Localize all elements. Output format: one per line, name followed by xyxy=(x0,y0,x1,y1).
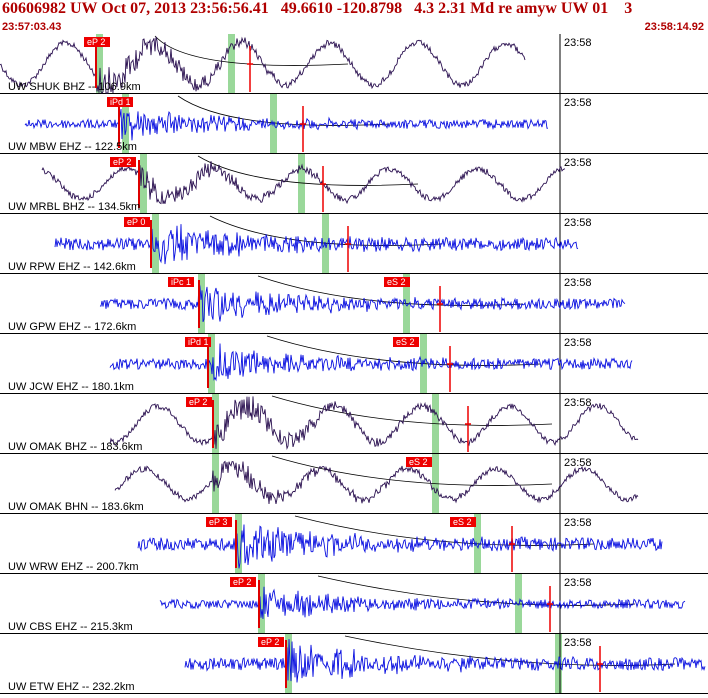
pick-window xyxy=(515,574,522,633)
station-label: UW JCW EHZ -- 180.1km xyxy=(8,381,134,393)
s-pick-label: eS 2 xyxy=(409,457,428,467)
pick-window xyxy=(208,334,215,393)
trace-panel[interactable]: eP 2 23:58 UW OMAK BHZ -- 183.6km xyxy=(0,394,708,454)
waveform-trace xyxy=(109,343,633,382)
travel-time-curve xyxy=(209,215,443,246)
p-pick-label: iPd 1 xyxy=(188,337,209,347)
s-pick-label: eS 2 xyxy=(453,517,472,527)
pick-window xyxy=(235,514,242,573)
station-label: UW GPW EHZ -- 172.6km xyxy=(8,321,136,333)
s-pick-box[interactable] xyxy=(406,457,432,467)
trace-panel[interactable]: eP 3 eS 2 23:58 UW WRW EHZ -- 200.7km xyxy=(0,514,708,574)
minute-label: 23:58 xyxy=(564,637,592,649)
waveform-trace xyxy=(99,281,626,322)
trace-panel[interactable]: iPd 1 eS 2 23:58 UW JCW EHZ -- 180.1km xyxy=(0,334,708,394)
p-pick-label: eP 2 xyxy=(261,637,279,647)
start-time: 23:57:03.43 xyxy=(2,21,62,33)
pick-window xyxy=(258,574,265,633)
p-pick-box[interactable] xyxy=(107,97,133,107)
minute-label: 23:58 xyxy=(564,457,592,469)
waveform-trace xyxy=(24,108,549,141)
p-pick-box[interactable] xyxy=(110,157,136,167)
station-label: UW WRW EHZ -- 200.7km xyxy=(8,561,139,573)
trace-panel[interactable]: eP 0 23:58 UW RPW EHZ -- 142.6km xyxy=(0,214,708,274)
p-pick-box[interactable] xyxy=(185,337,211,347)
minute-label: 23:58 xyxy=(564,337,592,349)
waveform-trace xyxy=(41,161,566,205)
p-pick-label: iPd 1 xyxy=(110,97,131,107)
p-pick-label: eP 2 xyxy=(113,157,131,167)
travel-time-curve xyxy=(271,395,553,426)
trace-panel[interactable]: eP 2 23:58 UW SHUK BHZ -- 106.9km xyxy=(0,34,708,94)
minute-label: 23:58 xyxy=(564,217,592,229)
s-pick-label: eS 2 xyxy=(387,277,406,287)
waveform-trace xyxy=(109,396,639,450)
p-pick-label: eP 2 xyxy=(87,37,105,47)
trace-panel[interactable]: iPd 1 23:58 UW MBW EHZ -- 122.5km xyxy=(0,94,708,154)
station-label: UW SHUK BHZ -- 106.9km xyxy=(8,81,141,93)
travel-time-curve xyxy=(271,455,553,486)
station-label: UW ETW EHZ -- 232.2km xyxy=(8,681,135,693)
waveform-trace xyxy=(137,524,663,569)
trace-panel[interactable]: iPc 1 eS 2 23:58 UW GPW EHZ -- 172.6km xyxy=(0,274,708,334)
trace-panel[interactable]: eP 2 23:58 UW ETW EHZ -- 232.2km xyxy=(0,634,708,694)
header-bar: 60606982 UW Oct 07, 2013 23:56:56.41 49.… xyxy=(0,0,708,34)
pick-window xyxy=(298,154,305,213)
waveform-trace xyxy=(159,586,686,619)
p-pick-box[interactable] xyxy=(230,577,256,587)
pick-window xyxy=(212,394,219,453)
trace-panel[interactable]: eP 2 23:58 UW MRBL BHZ -- 134.5km xyxy=(0,154,708,214)
waveform-trace xyxy=(0,36,526,94)
p-pick-box[interactable] xyxy=(124,217,150,227)
minute-label: 23:58 xyxy=(564,157,592,169)
s-pick-box[interactable] xyxy=(393,337,419,347)
minute-label: 23:58 xyxy=(564,277,592,289)
s-pick-box[interactable] xyxy=(384,277,410,287)
p-pick-label: eP 3 xyxy=(209,517,227,527)
station-label: UW MRBL BHZ -- 134.5km xyxy=(8,201,140,213)
s-pick-label: eS 2 xyxy=(396,337,415,347)
p-pick-box[interactable] xyxy=(258,637,284,647)
p-pick-label: eP 2 xyxy=(189,397,207,407)
travel-time-curve xyxy=(154,35,349,66)
waveform-trace xyxy=(184,639,706,683)
station-label: UW CBS EHZ -- 215.3km xyxy=(8,621,133,633)
pick-window xyxy=(96,34,103,93)
pick-window xyxy=(198,274,205,333)
p-pick-label: eP 0 xyxy=(127,217,145,227)
trace-panel[interactable]: eS 2 23:58 UW OMAK BHN -- 183.6km xyxy=(0,454,708,514)
pick-window xyxy=(228,34,235,93)
minute-label: 23:58 xyxy=(564,577,592,589)
station-label: UW OMAK BHN -- 183.6km xyxy=(8,501,144,513)
minute-label: 23:58 xyxy=(564,37,592,49)
p-pick-box[interactable] xyxy=(186,397,212,407)
waveform-trace xyxy=(54,224,579,265)
trace-panel[interactable]: eP 2 23:58 UW CBS EHZ -- 215.3km xyxy=(0,574,708,634)
travel-time-curve xyxy=(257,275,524,306)
pick-window xyxy=(122,94,129,153)
p-pick-label: iPc 1 xyxy=(171,277,191,287)
travel-time-curve xyxy=(266,335,541,366)
p-pick-box[interactable] xyxy=(84,37,110,47)
minute-label: 23:58 xyxy=(564,97,592,109)
minute-label: 23:58 xyxy=(564,517,592,529)
seismogram-panels[interactable]: eP 2 23:58 UW SHUK BHZ -- 106.9km iPd 1 23:5… xyxy=(0,34,708,698)
station-label: UW RPW EHZ -- 142.6km xyxy=(8,261,136,273)
station-label: UW OMAK BHZ -- 183.6km xyxy=(8,441,142,453)
p-pick-box[interactable] xyxy=(168,277,194,287)
travel-time-curve xyxy=(177,95,391,126)
station-label: UW MBW EHZ -- 122.5km xyxy=(8,141,137,153)
s-pick-box[interactable] xyxy=(450,517,476,527)
p-pick-box[interactable] xyxy=(206,517,232,527)
event-title: 60606982 UW Oct 07, 2013 23:56:56.41 49.… xyxy=(2,0,633,17)
waveform-trace xyxy=(114,460,639,504)
p-pick-label: eP 2 xyxy=(233,577,251,587)
end-time: 23:58:14.92 xyxy=(644,21,704,33)
seismogram-canvas[interactable]: eP 2 23:58 UW SHUK BHZ -- 106.9km iPd 1 23:5… xyxy=(0,34,708,698)
minute-label: 23:58 xyxy=(564,397,592,409)
